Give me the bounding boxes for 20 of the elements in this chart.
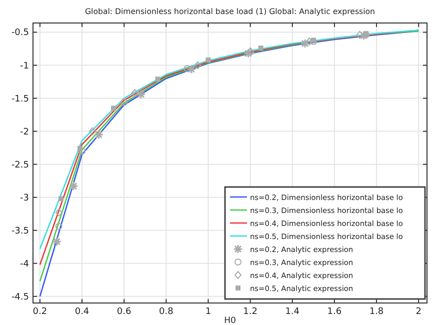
y-tick-label: -1	[20, 61, 29, 72]
x-tick-label: 1	[205, 307, 212, 317]
x-tick-label: 0.6	[116, 307, 132, 317]
y-tick-label: -1.5	[11, 94, 29, 104]
x-tick-label: 0.8	[158, 307, 174, 317]
x-tick-label: 1.2	[243, 307, 258, 317]
x-tick-label: 2	[416, 307, 422, 317]
y-tick-label: -2.5	[11, 160, 29, 170]
x-tick-label: 1.8	[369, 307, 384, 317]
y-tick-label: -4	[20, 259, 30, 270]
y-tick-label: -4.5	[11, 292, 29, 302]
x-tick-label: 0.2	[32, 307, 48, 317]
x-tick-label: 1.4	[285, 307, 300, 317]
x-tick-label: 1.6	[327, 307, 342, 317]
y-tick-label: -2	[20, 127, 29, 138]
x-axis-title: H0	[224, 316, 236, 325]
y-tick-label: -3	[20, 193, 29, 204]
y-tick-label: -0.5	[11, 28, 29, 38]
x-tick-label: 0.4	[74, 307, 90, 317]
y-tick-label: -3.5	[11, 226, 29, 236]
